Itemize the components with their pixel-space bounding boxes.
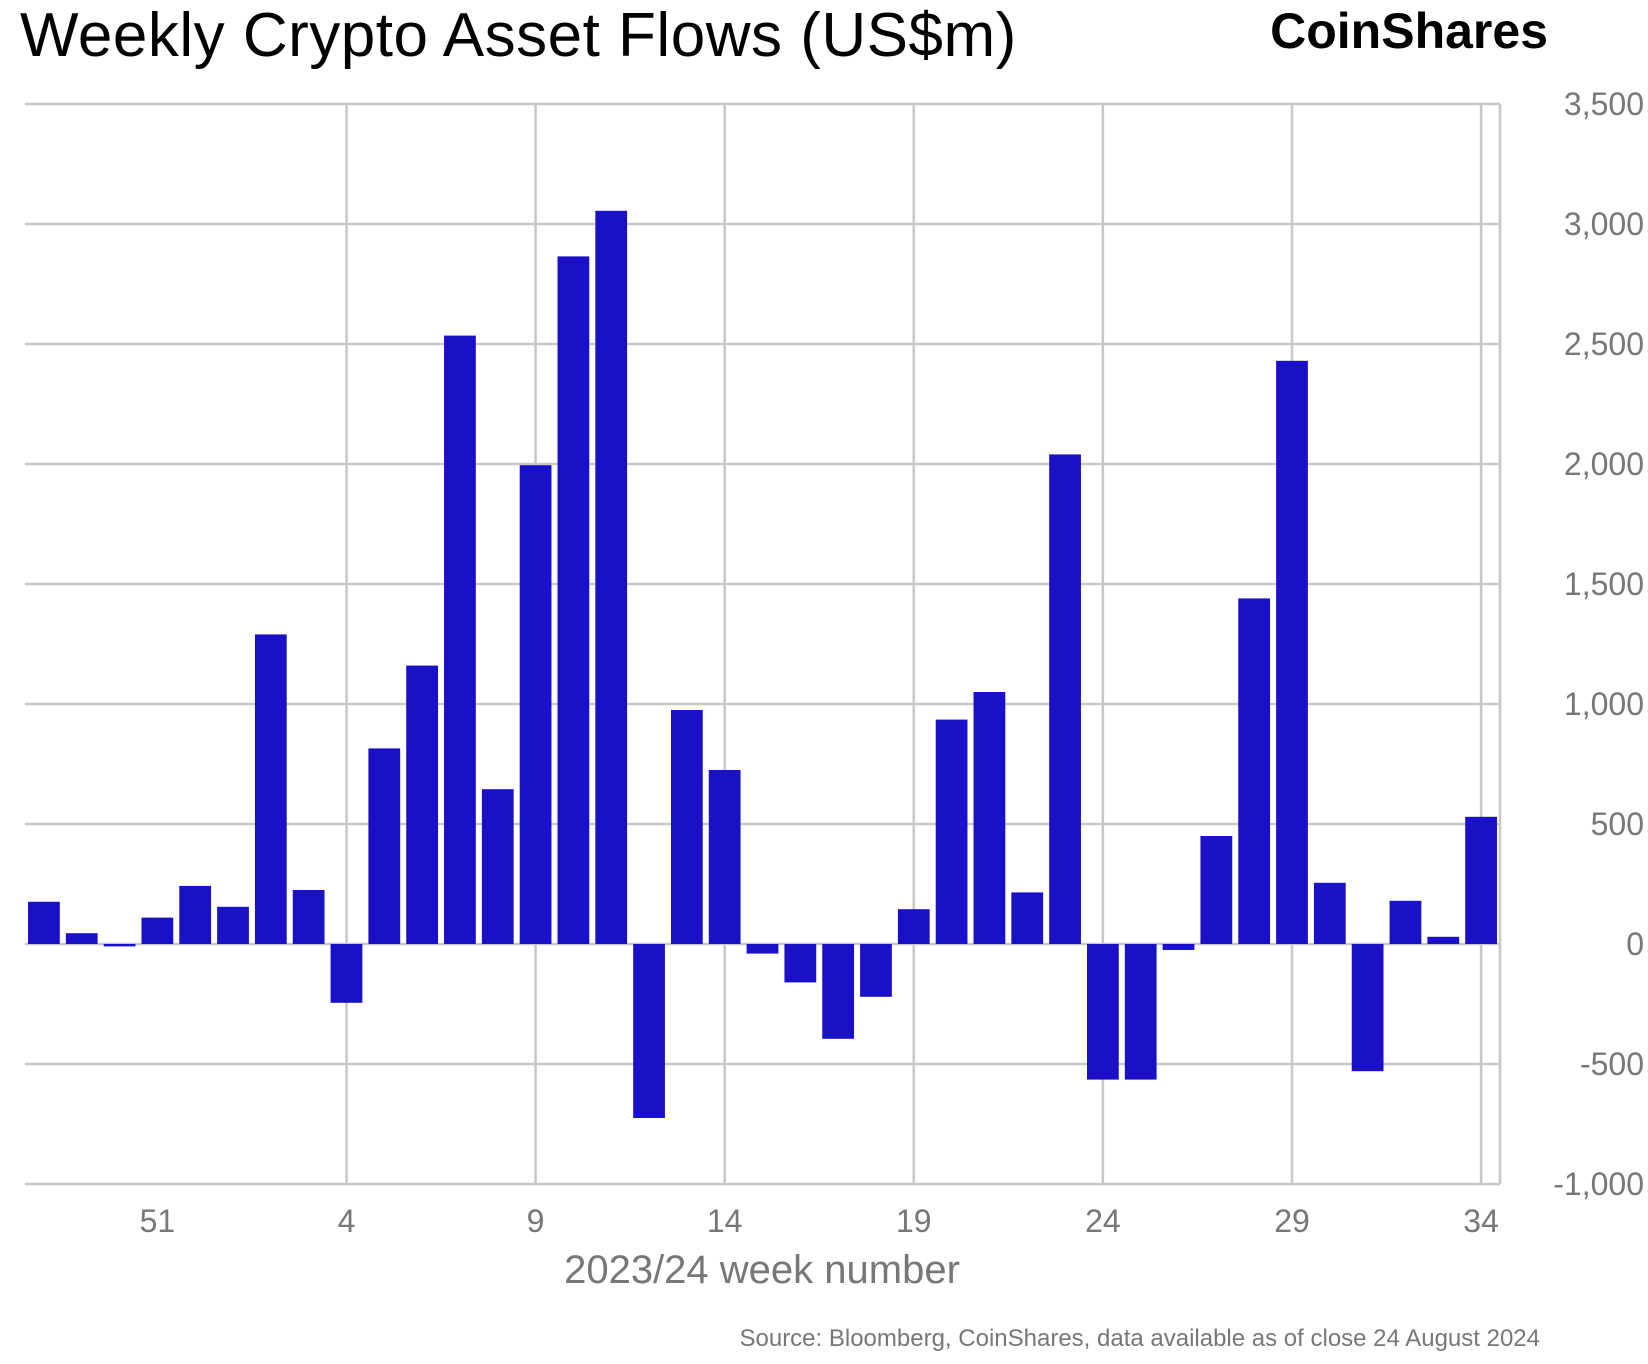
bar-week-14 [708, 770, 741, 944]
bar-week-29 [1276, 360, 1308, 944]
bar-week-21 [973, 692, 1006, 944]
y-tick-label: 3,500 [1564, 86, 1644, 122]
x-tick-label: 14 [707, 1203, 743, 1239]
bar-week-7 [444, 335, 476, 945]
bar-week-5 [368, 748, 401, 944]
bar-week-30 [1313, 882, 1346, 944]
y-tick-label: 1,500 [1564, 566, 1644, 602]
bar-week-10 [557, 256, 590, 944]
bar-week-23 [1049, 454, 1081, 944]
x-tick-label: 9 [527, 1203, 545, 1239]
y-tick-label: 2,500 [1564, 326, 1644, 362]
bar-week-16 [784, 944, 817, 983]
bar-week-6 [406, 665, 438, 944]
bar-week-25 [1124, 944, 1157, 1080]
bar-week-52 [179, 885, 212, 944]
bar-week-26 [1162, 944, 1195, 950]
bars [28, 210, 1497, 1118]
y-tick-label: 0 [1626, 926, 1644, 962]
y-axis-ticks: 3,500 3,000 2,500 2,000 1,500 1,000 500 0 -500 -1… [1553, 86, 1644, 1202]
y-tick-label: 3,000 [1564, 206, 1644, 242]
x-axis-ticks: 51 4 9 14 19 24 29 34 [140, 1203, 1499, 1239]
bar-week-34 [1465, 816, 1497, 944]
source-note: Source: Bloomberg, CoinShares, data avai… [739, 1325, 1540, 1352]
bar-week-49 [65, 933, 98, 944]
bar-week-48 [28, 901, 60, 944]
x-tick-label: 24 [1085, 1203, 1121, 1239]
x-tick-label: 19 [896, 1203, 932, 1239]
bar-week-19 [897, 909, 930, 944]
bar-week-3 [292, 890, 325, 944]
y-tick-label: 2,000 [1564, 446, 1644, 482]
bar-week-24 [1087, 944, 1119, 1080]
bar-week-9 [519, 465, 552, 944]
bar-week-1 [217, 906, 249, 944]
x-axis-label: 2023/24 week number [564, 1248, 960, 1292]
bar-week-18 [860, 944, 892, 997]
x-tick-label: 51 [140, 1203, 176, 1239]
bar-week-15 [746, 944, 779, 954]
bar-week-20 [935, 719, 968, 944]
y-tick-label: -500 [1580, 1046, 1644, 1082]
bar-week-27 [1200, 836, 1233, 944]
x-tick-label: 4 [338, 1203, 356, 1239]
bar-week-17 [822, 944, 855, 1039]
x-tick-label: 29 [1274, 1203, 1310, 1239]
bar-week-11 [595, 210, 628, 945]
chart-title: Weekly Crypto Asset Flows (US$m) [20, 1, 1017, 70]
y-tick-label: 500 [1591, 806, 1644, 842]
y-tick-label: 1,000 [1564, 686, 1644, 722]
bar-week-31 [1351, 944, 1384, 1072]
x-tick-label: 34 [1463, 1203, 1499, 1239]
bar-week-33 [1427, 936, 1460, 944]
bar-week-28 [1238, 598, 1271, 944]
y-tick-label: -1,000 [1553, 1166, 1644, 1202]
bar-week-12 [633, 944, 665, 1118]
bar-week-50 [103, 944, 136, 947]
bar-week-51 [141, 917, 174, 944]
bar-week-22 [1011, 892, 1044, 944]
bar-week-8 [481, 789, 514, 944]
bar-week-13 [670, 710, 703, 944]
bar-week-32 [1389, 900, 1422, 944]
coinshares-logo: CoinShares [1270, 3, 1548, 59]
bar-week-4 [330, 944, 363, 1003]
bar-week-2 [254, 634, 287, 944]
